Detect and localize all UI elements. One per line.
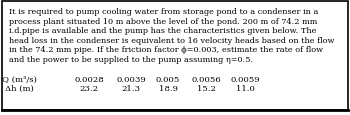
Text: 0.0039: 0.0039 (116, 75, 146, 83)
Text: 0.005: 0.005 (156, 75, 180, 83)
Text: 15.2: 15.2 (197, 84, 216, 92)
Text: Q (m³/s): Q (m³/s) (2, 75, 37, 83)
Text: in the 74.2 mm pipe. If the friction factor ϕ=0.003, estimate the rate of flow: in the 74.2 mm pipe. If the friction fac… (9, 46, 323, 54)
Text: 0.0056: 0.0056 (192, 75, 221, 83)
Text: head loss in the condenser is equivalent to 16 velocity heads based on the flow: head loss in the condenser is equivalent… (9, 36, 334, 44)
Text: Δh (m): Δh (m) (5, 84, 34, 92)
Text: 23.2: 23.2 (80, 84, 99, 92)
Text: 11.0: 11.0 (236, 84, 254, 92)
Text: 0.0028: 0.0028 (74, 75, 104, 83)
Text: 0.0059: 0.0059 (230, 75, 260, 83)
Text: It is required to pump cooling water from storage pond to a condenser in a: It is required to pump cooling water fro… (9, 8, 318, 16)
Text: process plant situated 10 m above the level of the pond. 200 m of 74.2 mm: process plant situated 10 m above the le… (9, 17, 317, 25)
Text: 21.3: 21.3 (122, 84, 141, 92)
Text: 18.9: 18.9 (159, 84, 177, 92)
Text: and the power to be supplied to the pump assuming η=0.5.: and the power to be supplied to the pump… (9, 55, 253, 63)
Text: i.d.pipe is available and the pump has the characteristics given below. The: i.d.pipe is available and the pump has t… (9, 27, 316, 35)
